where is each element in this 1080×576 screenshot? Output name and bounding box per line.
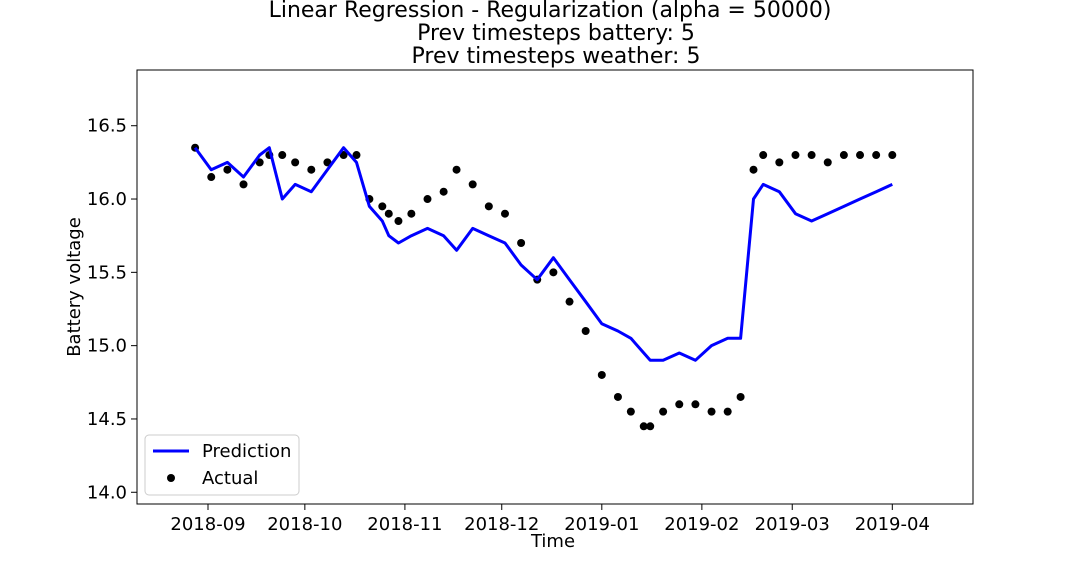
actual-point [736, 392, 745, 401]
actual-point [207, 173, 216, 182]
actual-point [675, 400, 684, 409]
x-axis: 2018-09 2018-10 2018-11 2018-12 2019-01 2019-… [170, 504, 930, 535]
x-tick-label: 2019-02 [664, 514, 739, 535]
actual-point [339, 151, 348, 160]
x-tick-label: 2018-09 [170, 514, 245, 535]
y-axis: 14.0 14.5 15.0 15.5 16.0 16.5 [87, 116, 137, 503]
actual-point [759, 151, 768, 160]
actual-point [856, 151, 865, 160]
actual-point [468, 180, 477, 189]
actual-point [500, 209, 509, 218]
actual-series [191, 143, 897, 431]
actual-point [823, 158, 832, 167]
legend-prediction-label: Prediction [202, 441, 291, 462]
actual-point [807, 151, 816, 160]
actual-point [707, 407, 716, 416]
actual-point [888, 151, 897, 160]
legend-actual-swatch [167, 474, 175, 482]
actual-point [749, 165, 758, 174]
actual-point [239, 180, 248, 189]
y-tick-label: 16.5 [87, 116, 127, 137]
actual-point [581, 326, 590, 335]
x-tick-label: 2019-03 [755, 514, 830, 535]
actual-point [423, 195, 432, 204]
actual-point [597, 370, 606, 379]
actual-point [278, 151, 287, 160]
chart-title-line-3: Prev timesteps weather: 5 [412, 44, 701, 69]
legend: Prediction Actual [144, 434, 300, 496]
plot-frame [136, 69, 974, 505]
actual-point [659, 407, 668, 416]
actual-point [549, 268, 558, 277]
actual-point [791, 151, 800, 160]
actual-point [323, 158, 332, 167]
y-tick-label: 16.0 [87, 189, 127, 210]
prediction-line [193, 146, 893, 362]
actual-point [223, 165, 232, 174]
legend-actual-label: Actual [202, 468, 258, 489]
y-tick-label: 15.5 [87, 262, 127, 283]
plot-area [137, 70, 973, 504]
y-tick-label: 15.0 [87, 336, 127, 357]
actual-point [517, 239, 526, 248]
actual-point [565, 297, 574, 306]
actual-point [452, 165, 461, 174]
actual-point [723, 407, 732, 416]
actual-point [872, 151, 881, 160]
actual-point [394, 217, 403, 226]
actual-point [613, 392, 622, 401]
x-axis-label: Time [530, 531, 575, 552]
x-tick-label: 2019-01 [564, 514, 639, 535]
actual-point [384, 209, 393, 218]
actual-point [255, 158, 264, 167]
x-tick-label: 2018-12 [464, 514, 539, 535]
x-tick-label: 2018-11 [367, 514, 442, 535]
actual-point [291, 158, 300, 167]
y-tick-label: 14.0 [87, 482, 127, 503]
y-tick-label: 14.5 [87, 409, 127, 430]
x-tick-label: 2018-10 [267, 514, 342, 535]
actual-point [691, 400, 700, 409]
actual-point [484, 202, 493, 211]
chart-title-line-1: Linear Regression - Regularization (alph… [269, 0, 832, 23]
y-axis-label: Battery voltage [64, 217, 85, 357]
actual-point [407, 209, 416, 218]
x-tick-label: 2019-04 [855, 514, 930, 535]
actual-point [352, 151, 361, 160]
actual-point [646, 422, 655, 431]
actual-point [839, 151, 848, 160]
actual-point [639, 422, 648, 431]
actual-point [307, 165, 316, 174]
actual-point [626, 407, 635, 416]
actual-point [775, 158, 784, 167]
actual-point [439, 187, 448, 196]
actual-point [378, 202, 387, 211]
chart-title-line-2: Prev timesteps battery: 5 [417, 21, 695, 46]
